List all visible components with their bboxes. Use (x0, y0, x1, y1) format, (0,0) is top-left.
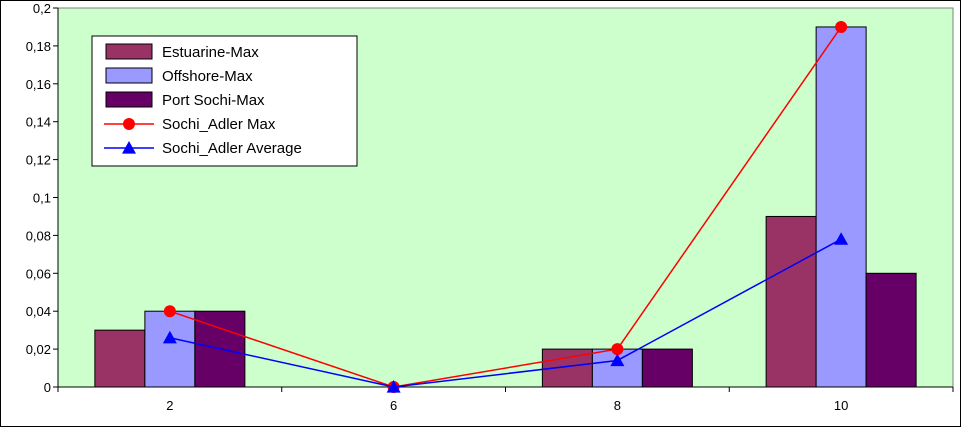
line-sochi-adler-average (169, 238, 842, 388)
x-tick-label: 2 (166, 398, 173, 413)
point-sochi-adler-average-6 (386, 380, 401, 393)
x-tick-label: 10 (834, 398, 848, 413)
legend-label-port-sochi-max: Port Sochi-Max (162, 92, 265, 109)
legend-swatch-port-sochi-max (105, 91, 153, 108)
y-tick-label: 0,02 (26, 342, 51, 357)
point-sochi-adler-max-8 (611, 343, 624, 356)
y-tick-label: 0,16 (26, 77, 51, 92)
legend-label-sochi-adler-max: Sochi_Adler Max (162, 116, 276, 133)
axes-layer: 0 0,02 0,04 0,06 0,08 0,1 0,12 0,14 0,16 0,18 0,2 2… (26, 1, 954, 413)
y-tick-label: 0,1 (33, 191, 51, 206)
y-tick-label: 0,12 (26, 153, 51, 168)
y-tick-label: 0,08 (26, 228, 51, 243)
x-tick-label: 6 (390, 398, 397, 413)
bar-port-sochi-max-10 (865, 272, 917, 388)
y-tick-label: 0,04 (26, 304, 51, 319)
point-sochi-adler-max-2 (163, 305, 176, 318)
legend-marker-sochi-adler-average (122, 141, 136, 154)
bars-layer (94, 26, 917, 388)
point-sochi-adler-average-2 (162, 330, 177, 344)
lines-layer (162, 20, 849, 393)
y-tick-label: 0,2 (33, 1, 51, 16)
bar-estuarine-max-10 (765, 215, 817, 388)
y-tick-label: 0 (44, 380, 51, 395)
y-tick-label: 0,18 (26, 39, 51, 54)
bar-offshore-max-2 (144, 310, 196, 388)
legend-label-offshore-max: Offshore-Max (162, 68, 253, 85)
legend-swatch-offshore-max (105, 67, 153, 84)
bar-estuarine-max-2 (94, 329, 146, 388)
line-sochi-adler-max (169, 26, 842, 388)
legend-marker-sochi-adler-max (123, 118, 135, 130)
y-tick-label: 0,06 (26, 266, 51, 281)
legend: Estuarine-Max Offshore-Max Port Sochi-Max S… (91, 35, 358, 167)
x-tick-label: 8 (614, 398, 621, 413)
bar-offshore-max-10 (815, 26, 867, 388)
point-sochi-adler-average-10 (834, 232, 849, 245)
legend-label-estuarine-max: Estuarine-Max (162, 44, 259, 61)
legend-swatch-estuarine-max (105, 43, 153, 60)
legend-label-sochi-adler-average: Sochi_Adler Average (162, 140, 302, 157)
point-sochi-adler-average-8 (610, 353, 625, 367)
y-tick-label: 0,14 (26, 115, 51, 130)
point-sochi-adler-max-10 (835, 20, 848, 33)
bar-port-sochi-max-8 (641, 348, 693, 388)
